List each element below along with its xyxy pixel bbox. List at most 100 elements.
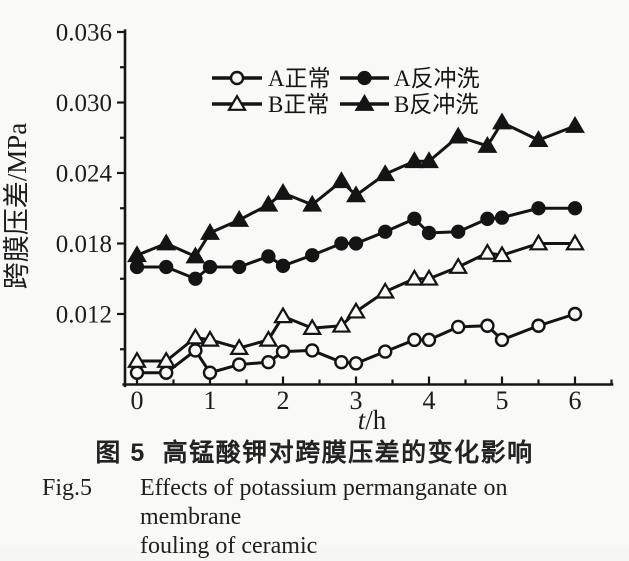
marker-circle-open-icon xyxy=(421,332,437,348)
x-tick-label: 1 xyxy=(204,386,217,415)
figure-5: 0.012 0.018 0.024 0.030 0.036 0 1 2 3 4 5 6 t/h 跨膜压差/… xyxy=(2,19,614,559)
marker-circle-filled-icon xyxy=(407,211,422,226)
marker-circle-filled-icon xyxy=(378,224,393,239)
marker-circle-filled-icon xyxy=(480,211,495,226)
marker-circle-filled-icon xyxy=(202,259,218,275)
marker-triangle-filled-icon xyxy=(229,210,250,227)
legend-label-b-backwash: B反冲洗 xyxy=(394,92,478,117)
marker-circle-filled-icon xyxy=(531,201,546,216)
marker-circle-filled-icon xyxy=(159,259,174,275)
marker-circle-open-icon xyxy=(451,319,466,335)
series-a-backwash xyxy=(129,201,583,286)
marker-circle-open-icon xyxy=(188,343,203,358)
marker-triangle-open-icon xyxy=(448,257,469,274)
marker-circle-open-icon xyxy=(158,365,174,380)
marker-triangle-open-icon xyxy=(185,327,206,345)
series-b-normal xyxy=(127,233,585,368)
marker-circle-open-icon xyxy=(531,318,546,333)
y-axis-title: 跨膜压差/MPa xyxy=(2,123,32,290)
marker-triangle-filled-icon xyxy=(127,245,147,263)
y-tick-label: 0.024 xyxy=(56,161,113,188)
y-tick-label: 0.030 xyxy=(56,90,112,117)
line-chart: 0.012 0.018 0.024 0.030 0.036 0 1 2 3 4 5 6 t/h 跨膜压差/… xyxy=(2,20,614,430)
legend-item-b-normal: B正常 xyxy=(212,92,329,117)
x-tick-label: 5 xyxy=(496,386,509,415)
marker-circle-open-icon xyxy=(305,343,320,358)
marker-triangle-filled-icon xyxy=(419,151,439,169)
legend-label-a-normal: A正常 xyxy=(268,66,331,91)
x-tick-label: 6 xyxy=(569,386,582,415)
caption-english-line1: Effects of potassium permanganate on mem… xyxy=(140,475,508,530)
caption-english-text: Effects of potassium permanganate on mem… xyxy=(140,474,607,561)
marker-circle-open-icon xyxy=(275,344,291,359)
marker-circle-open-icon xyxy=(261,354,276,370)
legend-item-b-backwash: B反冲洗 xyxy=(340,92,478,117)
x-tick-label: 2 xyxy=(277,386,290,415)
marker-circle-open-icon xyxy=(129,365,145,380)
marker-triangle-filled-icon xyxy=(375,164,396,182)
caption-english-line2: fouling of ceramic xyxy=(140,533,318,559)
marker-triangle-filled-icon xyxy=(565,116,585,133)
x-tick-label: 3 xyxy=(350,386,363,415)
marker-circle-filled-icon xyxy=(567,201,583,216)
marker-triangle-open-icon xyxy=(404,268,425,286)
marker-triangle-filled-icon xyxy=(273,183,293,200)
marker-triangle-open-icon xyxy=(127,351,147,368)
series-b-backwash xyxy=(127,112,585,264)
legend-label-b-normal: B正常 xyxy=(268,92,329,117)
caption-chinese: 图 5 高锰酸钾对跨膜压差的变化影响 xyxy=(95,439,534,467)
marker-triangle-open-icon xyxy=(477,242,498,260)
marker-circle-filled-icon xyxy=(232,259,247,275)
marker-circle-open-icon xyxy=(480,318,495,333)
marker-triangle-filled-icon xyxy=(156,233,177,251)
marker-triangle-open-icon xyxy=(258,329,279,347)
marker-triangle-filled-icon xyxy=(331,171,352,189)
marker-triangle-filled-icon xyxy=(404,151,425,169)
legend-item-a-backwash: A反冲洗 xyxy=(340,66,480,91)
marker-triangle-open-icon xyxy=(227,94,247,111)
marker-circle-filled-icon xyxy=(305,248,320,263)
series-a-normal xyxy=(129,306,583,380)
marker-triangle-filled-icon xyxy=(492,112,512,130)
marker-triangle-open-icon xyxy=(492,245,512,263)
legend-item-a-normal: A正常 xyxy=(212,66,331,91)
marker-triangle-open-icon xyxy=(200,329,220,347)
legend: A正常 A反冲洗 B正常 B反冲洗 xyxy=(212,66,480,117)
marker-triangle-filled-icon xyxy=(354,94,375,111)
marker-triangle-open-icon xyxy=(331,315,352,333)
x-tick-label: 0 xyxy=(131,386,144,415)
marker-circle-open-icon xyxy=(567,306,583,322)
caption-english-label: Fig.5 xyxy=(42,475,93,501)
marker-triangle-filled-icon xyxy=(200,222,220,240)
y-tick-label: 0.018 xyxy=(56,231,112,258)
y-tick-label: 0.036 xyxy=(56,20,112,47)
marker-triangle-filled-icon xyxy=(477,136,498,153)
marker-circle-filled-icon xyxy=(275,258,291,273)
marker-triangle-filled-icon xyxy=(258,194,279,212)
marker-triangle-filled-icon xyxy=(448,126,469,144)
marker-circle-filled-icon xyxy=(334,236,349,251)
marker-triangle-open-icon xyxy=(273,306,293,324)
marker-triangle-open-icon xyxy=(302,318,323,335)
marker-circle-filled-icon xyxy=(348,236,364,251)
marker-triangle-open-icon xyxy=(565,233,585,251)
marker-triangle-filled-icon xyxy=(346,185,366,203)
marker-triangle-open-icon xyxy=(528,233,549,251)
y-tick-label: 0.012 xyxy=(56,302,112,329)
marker-circle-open-icon xyxy=(231,357,247,372)
marker-circle-open-icon xyxy=(334,354,349,370)
marker-circle-filled-icon xyxy=(188,271,203,286)
marker-triangle-open-icon xyxy=(375,281,396,299)
marker-circle-open-icon xyxy=(494,332,510,348)
x-tick-label: 4 xyxy=(423,386,436,415)
marker-triangle-filled-icon xyxy=(528,130,549,147)
marker-circle-filled-icon xyxy=(421,225,437,241)
legend-label-a-backwash: A反冲洗 xyxy=(394,66,480,91)
marker-circle-open-icon xyxy=(348,356,364,371)
caption-english: Fig.5 Effects of potassium permanganate … xyxy=(42,474,607,561)
marker-triangle-open-icon xyxy=(229,338,250,355)
marker-circle-filled-icon xyxy=(451,224,466,239)
marker-circle-open-icon xyxy=(407,332,422,348)
marker-circle-filled-icon xyxy=(357,70,372,86)
marker-triangle-open-icon xyxy=(346,301,366,319)
